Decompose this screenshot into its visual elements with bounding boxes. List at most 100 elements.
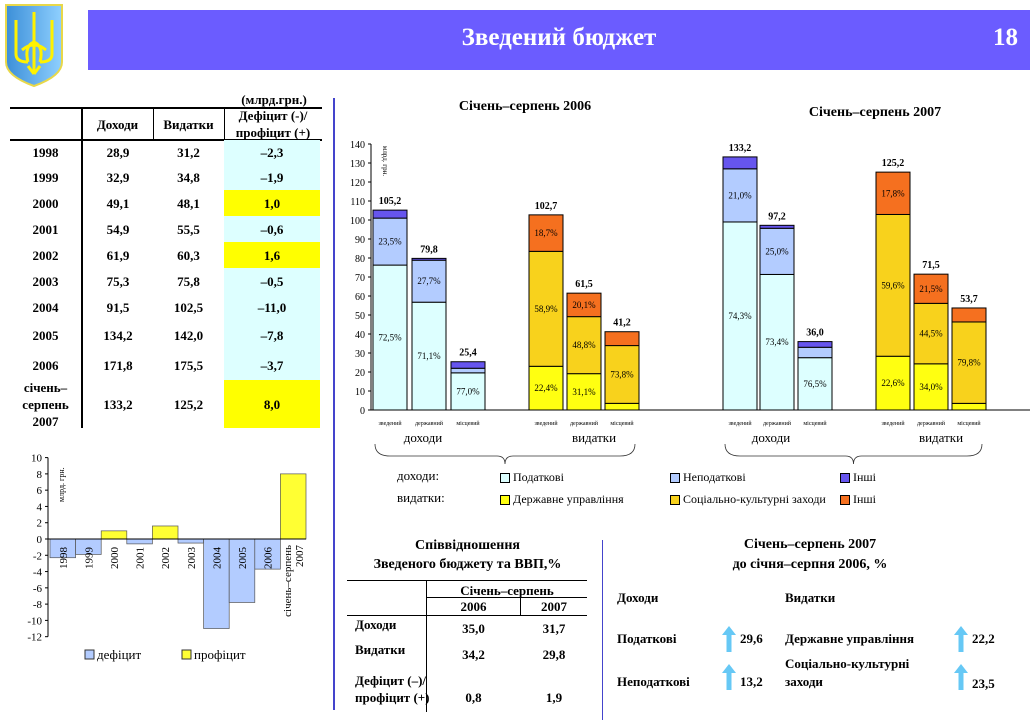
x-tick-label: 1998 <box>58 547 70 570</box>
section-divider <box>602 540 603 720</box>
bar-segment <box>951 321 987 404</box>
y-tick-label: -2 <box>33 550 42 562</box>
bar-total-label: 102,7 <box>535 201 558 212</box>
y-tick-label: 40 <box>355 330 365 341</box>
row-income: 54,9 <box>106 221 130 237</box>
arrow-up-icon <box>722 626 736 652</box>
bar-segment <box>759 273 795 411</box>
legend-swatch <box>500 472 510 483</box>
segment-label: 44,5% <box>919 329 943 339</box>
segment-label: 76,5% <box>803 379 827 389</box>
segment-label: 25,0% <box>765 246 789 256</box>
bar-total-label: 25,4 <box>459 348 477 359</box>
segment-label: 72,5% <box>378 333 402 343</box>
legend-label: профіцит <box>194 647 246 662</box>
row-year: 1999 <box>32 169 59 185</box>
row-income: 133,2 <box>103 396 133 412</box>
y-tick-label: 30 <box>355 349 365 360</box>
x-tick-label: 2006 <box>263 547 275 570</box>
balance-chart: 10 8 6 4 2 0 -2 -4 -6 -8 -10 -12 млрд. грн. 1998 1999 2… <box>27 453 307 662</box>
segment-label: 34,0% <box>919 382 943 392</box>
segment-label: 59,6% <box>881 280 905 290</box>
bar-segment <box>450 372 486 411</box>
col-header-income: Доходи <box>96 116 139 132</box>
y-tick-label: 20 <box>355 368 365 379</box>
y-tick-label: 10 <box>355 387 365 398</box>
row-year: 2006 <box>32 357 59 373</box>
row-expense: 102,5 <box>173 299 204 315</box>
row-balance: 1,6 <box>224 242 320 268</box>
bar-total-label: 61,5 <box>575 279 593 290</box>
row-balance: –0,6 <box>224 216 320 242</box>
legend-label: дефіцит <box>97 647 141 662</box>
legend-swatch <box>181 649 192 660</box>
segment-label: 73,4% <box>765 337 789 347</box>
segment-label: 17,8% <box>881 188 905 198</box>
row-income: 91,5 <box>106 299 130 315</box>
page-number: 18 <box>993 24 1018 51</box>
row-year: 1998 <box>32 144 59 160</box>
legend-item: Податкові <box>500 470 564 485</box>
bar-segment <box>913 273 949 304</box>
segment-label: 18,7% <box>534 228 558 238</box>
x-tick-label: січень–серпень <box>282 545 294 617</box>
y-tick-label: -10 <box>27 615 42 627</box>
bar-total-label: 97,2 <box>768 211 786 222</box>
page-title: Зведений бюджет <box>461 24 657 51</box>
bar-segment <box>566 292 602 318</box>
y-tick-label: -6 <box>33 583 43 595</box>
growth-expense-header: Видатки <box>785 590 836 605</box>
row-income: 61,9 <box>106 247 130 263</box>
segment-label: 20,1% <box>572 300 596 310</box>
group-label: доходи <box>752 430 791 445</box>
x-tick-label: 2004 <box>211 547 223 570</box>
bar-segment <box>759 227 795 275</box>
legend-item: Інші <box>840 492 876 507</box>
x-tick-label: місцевий <box>803 420 827 427</box>
bar-segment <box>951 402 987 411</box>
row-expense: 55,5 <box>177 221 200 237</box>
gdp-value: 31,7 <box>542 621 566 636</box>
gdp-title-line2: Зведеного бюджету та ВВП,% <box>373 557 562 572</box>
x-tick-label: місцевий <box>610 420 634 427</box>
bar-segment <box>411 259 447 303</box>
y-tick-label: 6 <box>37 485 43 497</box>
bar-2002 <box>152 525 179 540</box>
gdp-value: 34,2 <box>462 647 485 662</box>
growth-income-header: Доходи <box>617 590 659 605</box>
row-income: 134,2 <box>103 327 133 343</box>
x-tick-label: державний <box>570 420 599 427</box>
segment-label: 21,5% <box>919 284 943 294</box>
y-axis-label: млрд. грн. <box>57 467 66 502</box>
y-tick-label: -4 <box>33 567 43 579</box>
bar-segment <box>528 365 564 411</box>
y-tick-label: 140 <box>350 140 365 151</box>
growth-title-line1: Січень–серпень 2007 <box>743 537 877 552</box>
y-tick-label: 90 <box>355 235 365 246</box>
growth-value: 23,5 <box>972 676 995 691</box>
bar-segment <box>875 355 911 411</box>
bar-2001 <box>126 538 153 545</box>
legend-label: Державне управління <box>513 492 624 506</box>
arrow-up-icon <box>954 664 968 690</box>
y-axis-label: млрд. грн. <box>381 146 389 177</box>
x-tick-label: 1999 <box>83 547 95 570</box>
row-year: 2000 <box>32 195 59 211</box>
bar-segment <box>875 213 911 357</box>
segment-label: 71,1% <box>417 351 441 361</box>
gdp-value: 1,9 <box>545 690 563 705</box>
bar-segment <box>722 221 758 411</box>
row-balance: –11,0 <box>224 294 320 320</box>
bar-segment <box>722 156 758 170</box>
y-tick-label: -8 <box>33 599 43 611</box>
growth-label: заходи <box>785 674 823 689</box>
stacked-bar-chart: 0 10 20 30 40 50 60 70 80 90 100 110 120 130 140 млрд. … <box>350 99 1030 465</box>
bar-segment <box>875 171 911 215</box>
growth-title-line2: до січня–серпня 2006, % <box>732 557 888 572</box>
legend-swatch <box>670 494 680 505</box>
legend-item: Державне управління <box>500 492 624 507</box>
bar-segment <box>951 307 987 323</box>
row-year: 2004 <box>32 299 59 315</box>
y-tick-label: 60 <box>355 292 365 303</box>
bar-segment <box>372 209 408 219</box>
